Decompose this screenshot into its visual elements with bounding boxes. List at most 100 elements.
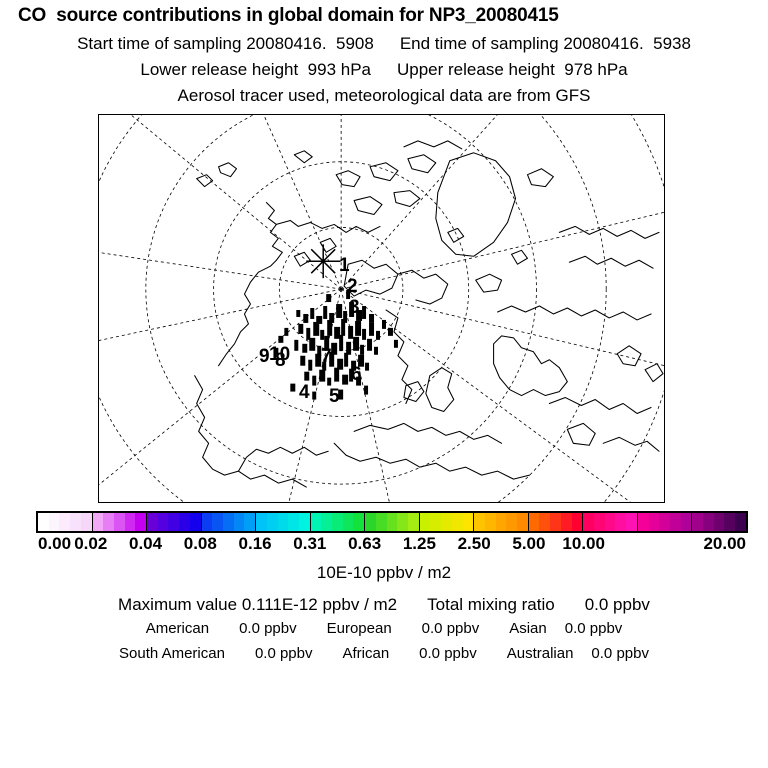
end-time-label: End time of sampling xyxy=(399,34,559,53)
colorbar-step xyxy=(365,513,376,531)
maximum-value: 0.111E-12 ppbv / m2 xyxy=(241,595,398,614)
colorbar-step xyxy=(288,513,299,531)
colorbar-step xyxy=(441,513,452,531)
page-title: CO source contributions in global domain… xyxy=(18,5,559,26)
colorbar-step xyxy=(637,513,649,531)
colorbar-step xyxy=(408,513,419,531)
colorbar-step xyxy=(604,513,616,531)
colorbar-step xyxy=(517,513,528,531)
end-time-value: 20080416. 5938 xyxy=(563,34,691,53)
colorbar-step xyxy=(189,513,201,531)
release-height-line: Lower release height 993 hPa Upper releas… xyxy=(0,60,768,80)
colorbar-band-7 xyxy=(419,513,475,531)
region-label-south-american: South American xyxy=(119,645,225,662)
colorbar-step xyxy=(528,513,540,531)
colorbar-step xyxy=(419,513,431,531)
colorbar-step xyxy=(113,513,125,531)
lower-release-value: 993 hPa xyxy=(307,60,371,79)
colorbar-tick-0: 0.00 xyxy=(38,534,72,553)
colorbar-step xyxy=(571,513,583,531)
region-value-south-american: 0.0 ppbv xyxy=(254,645,313,662)
region-label-american: American xyxy=(145,620,210,637)
colorbar-band-1 xyxy=(92,513,148,531)
coastlines xyxy=(194,140,664,488)
colorbar-step xyxy=(386,513,398,531)
colorbar-step xyxy=(80,513,92,531)
stats-line-regions-1: American 0.0 ppbv European 0.0 ppbv Asian 0.0… xyxy=(0,620,768,637)
map-panel[interactable]: 1 2 3 4 5 6 7 8 9 10 xyxy=(98,114,665,503)
region-label-european: European xyxy=(326,620,392,637)
upper-release-value: 978 hPa xyxy=(564,60,628,79)
colorbar-step xyxy=(680,513,692,531)
colorbar-band-4 xyxy=(256,513,311,531)
colorbar-step xyxy=(626,513,637,531)
trajectory-label-2: 2 xyxy=(347,276,358,297)
colorbar-tick-9: 5.00 xyxy=(512,534,546,553)
colorbar-step xyxy=(92,513,104,531)
colorbar-band-11 xyxy=(637,513,693,531)
colorbar-step xyxy=(147,513,158,531)
region-value-european: 0.0 ppbv xyxy=(421,620,480,637)
colorbar-step xyxy=(713,513,725,531)
colorbar-tick-5: 0.31 xyxy=(293,534,327,553)
colorbar-band-6 xyxy=(365,513,420,531)
colorbar-step xyxy=(703,513,714,531)
colorbar-tick-7: 1.25 xyxy=(402,534,436,553)
colorbar-step xyxy=(539,513,551,531)
colorbar-band-0 xyxy=(38,513,93,531)
method-note: Aerosol tracer used, meteorological data… xyxy=(177,86,591,105)
region-value-american: 0.0 ppbv xyxy=(239,620,297,637)
trajectory-label-1: 1 xyxy=(339,255,350,276)
colorbar-step xyxy=(135,513,147,531)
colorbar-step xyxy=(332,513,343,531)
colorbar-band-10 xyxy=(583,513,638,531)
trajectory-label-5: 5 xyxy=(329,386,340,407)
trajectory-label-8: 8 xyxy=(275,350,286,371)
colorbar-step xyxy=(560,513,572,531)
colorbar-step xyxy=(59,513,71,531)
colorbar-tick-3: 0.08 xyxy=(183,534,217,553)
maximum-value-label: Maximum value xyxy=(118,595,238,614)
trajectory-label-7: 7 xyxy=(321,346,332,367)
colorbar-step xyxy=(38,513,49,531)
colorbar-step xyxy=(462,513,474,531)
trajectory-plume-cluster xyxy=(274,290,398,400)
colorbar-band-2 xyxy=(147,513,202,531)
colorbar-step xyxy=(659,513,670,531)
colorbar-step xyxy=(277,513,289,531)
colorbar-step xyxy=(342,513,354,531)
trajectory-label-6: 6 xyxy=(351,364,362,385)
colorbar-step xyxy=(103,513,114,531)
trajectory-label-9: 9 xyxy=(259,346,270,367)
colorbar-step xyxy=(669,513,681,531)
colorbar-tick-11: 20.00 xyxy=(703,534,746,553)
colorbar-tick-8: 2.50 xyxy=(457,534,491,553)
colorbar-step xyxy=(451,513,463,531)
star-marker xyxy=(306,244,341,279)
polar-stereographic-map xyxy=(99,115,664,502)
lower-release-label: Lower release height xyxy=(140,60,299,79)
total-mixing-ratio-value: 0.0 ppbv xyxy=(584,595,650,614)
start-time-label: Start time of sampling xyxy=(77,34,242,53)
colorbar-step xyxy=(594,513,605,531)
stats-line-regions-2: South American 0.0 ppbv African 0.0 ppbv Aus… xyxy=(0,645,768,662)
colorbar-tick-4: 0.16 xyxy=(238,534,272,553)
colorbar-step xyxy=(397,513,408,531)
trajectory-label-10: 10 xyxy=(269,344,291,365)
colorbar-step xyxy=(298,513,310,531)
colorbar-step xyxy=(430,513,442,531)
colorbar-step xyxy=(495,513,507,531)
colorbar-step xyxy=(233,513,245,531)
start-time-value: 20080416. 5908 xyxy=(246,34,374,53)
upper-release-label: Upper release height xyxy=(397,60,555,79)
colorbar-step xyxy=(179,513,190,531)
colorbar-step xyxy=(615,513,627,531)
colorbar-step xyxy=(506,513,518,531)
colorbar-step xyxy=(48,513,60,531)
colorbar-step xyxy=(583,513,595,531)
colorbar-step xyxy=(321,513,333,531)
colorbar-tick-10: 10.00 xyxy=(562,534,605,553)
colorbar-step xyxy=(168,513,180,531)
colorbar-band-9 xyxy=(528,513,584,531)
colorbar-step xyxy=(735,513,746,531)
